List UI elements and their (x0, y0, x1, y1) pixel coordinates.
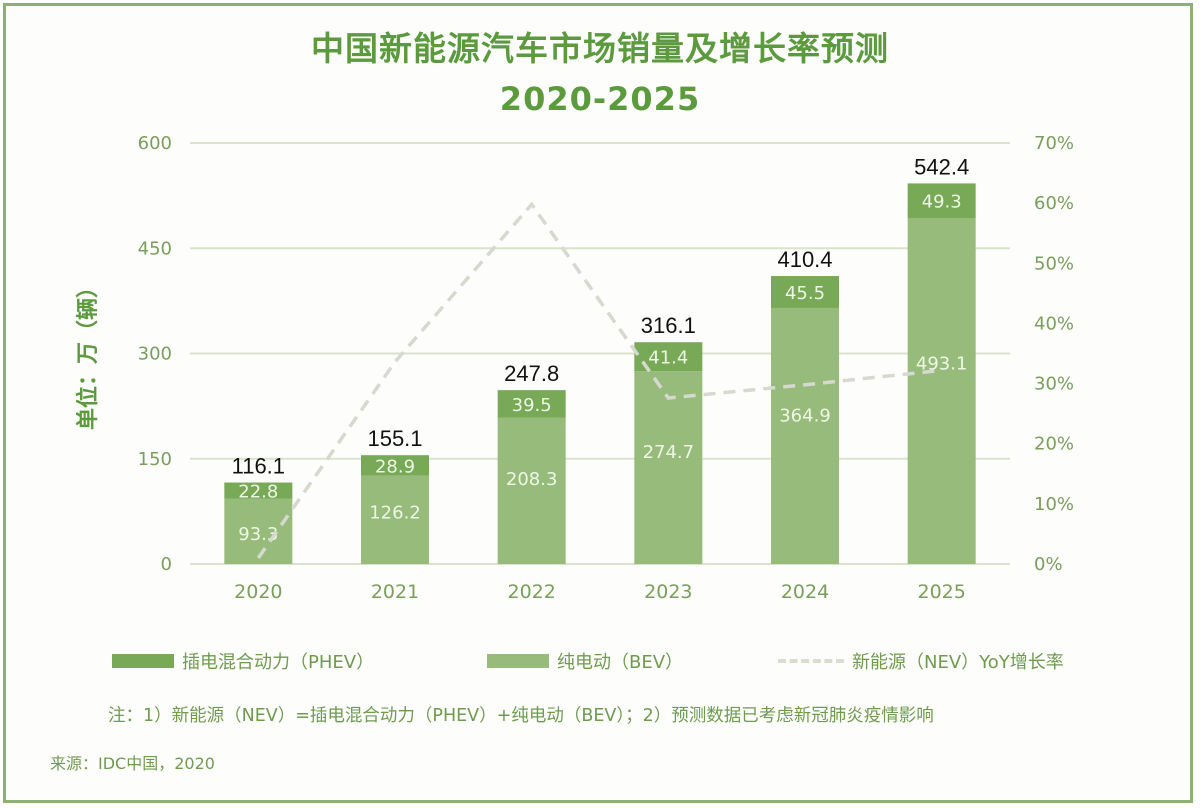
y2-tick-label: 40% (1034, 313, 1074, 334)
x-tick-label: 2024 (781, 581, 829, 603)
legend-swatch-yoy (778, 659, 844, 663)
phev-value-label: 49.3 (922, 192, 962, 213)
legend-item-bev: 纯电动（BEV） (487, 648, 683, 674)
legend-label-phev: 插电混合动力（PHEV） (182, 648, 374, 674)
y-axis-label: 单位：万（辆） (75, 276, 101, 430)
total-value-label: 155.1 (367, 426, 422, 451)
x-tick-label: 2025 (917, 581, 965, 603)
bev-value-label: 364.9 (779, 405, 831, 426)
total-value-label: 316.1 (641, 313, 696, 338)
legend-swatch-bev (487, 654, 549, 668)
x-tick-label: 2021 (371, 581, 419, 603)
bar-bev-2023 (634, 371, 702, 564)
x-axis-labels: 2020 2021 2022 2023 2024 2025 (234, 581, 966, 603)
legend-item-yoy: 新能源（NEV）YoY增长率 (778, 648, 1064, 674)
total-value-label: 116.1 (232, 454, 285, 479)
yoy-growth-line (258, 204, 941, 558)
x-tick-label: 2023 (644, 581, 692, 603)
y2-tick-label: 30% (1034, 374, 1074, 395)
yoy-line-layer (258, 204, 942, 558)
legend-item-phev: 插电混合动力（PHEV） (112, 648, 374, 674)
x-tick-label: 2022 (507, 581, 555, 603)
bev-value-label: 126.2 (369, 503, 421, 524)
y2-tick-label: 70% (1034, 133, 1074, 154)
bev-value-label: 93.3 (238, 524, 278, 545)
gridlines (190, 143, 1010, 564)
x-tick-label: 2020 (234, 581, 282, 603)
phev-value-label: 45.5 (785, 283, 825, 304)
bar-bev-2024 (771, 308, 839, 564)
footnote: 注：1）新能源（NEV）=插电混合动力（PHEV）+纯电动（BEV）；2）预测数… (108, 702, 934, 727)
bars: 93.3 22.8 116.1 126.2 28.9 155.1 208.3 39.5 247.… (224, 154, 975, 564)
y2-tick-label: 0% (1034, 554, 1063, 575)
bev-value-label: 208.3 (506, 469, 558, 490)
y-axis-left-ticks: 0 150 300 450 600 (138, 133, 172, 575)
total-value-label: 542.4 (914, 154, 969, 179)
total-value-label: 247.8 (504, 361, 559, 386)
y-tick-label: 150 (138, 449, 172, 470)
legend: 插电混合动力（PHEV） 纯电动（BEV） 新能源（NEV）YoY增长率 (0, 648, 1200, 676)
phev-value-label: 39.5 (512, 395, 552, 416)
y2-tick-label: 20% (1034, 434, 1074, 455)
y-tick-label: 450 (138, 238, 172, 259)
bar-bev-2025 (908, 218, 976, 564)
y-tick-label: 600 (138, 133, 172, 154)
y-tick-label: 300 (138, 344, 172, 365)
legend-swatch-phev (112, 654, 174, 668)
total-value-label: 410.4 (777, 247, 832, 272)
legend-label-yoy: 新能源（NEV）YoY增长率 (852, 648, 1064, 674)
y2-tick-label: 50% (1034, 253, 1074, 274)
y2-tick-label: 60% (1034, 193, 1074, 214)
chart-plot: 0 150 300 450 600 0% 10% 20% 30% 40% 50% 60% 70% 93… (0, 0, 1200, 640)
y-tick-label: 0 (161, 554, 172, 575)
phev-value-label: 22.8 (238, 482, 278, 503)
y-axis-right-ticks: 0% 10% 20% 30% 40% 50% 60% 70% (1034, 133, 1074, 575)
phev-value-label: 41.4 (648, 348, 688, 369)
bev-value-label: 274.7 (643, 442, 695, 463)
source-note: 来源：IDC中国，2020 (50, 750, 215, 774)
phev-value-label: 28.9 (375, 456, 415, 477)
bar-bev-2022 (498, 418, 566, 564)
y2-tick-label: 10% (1034, 494, 1074, 515)
legend-label-bev: 纯电动（BEV） (557, 648, 683, 674)
